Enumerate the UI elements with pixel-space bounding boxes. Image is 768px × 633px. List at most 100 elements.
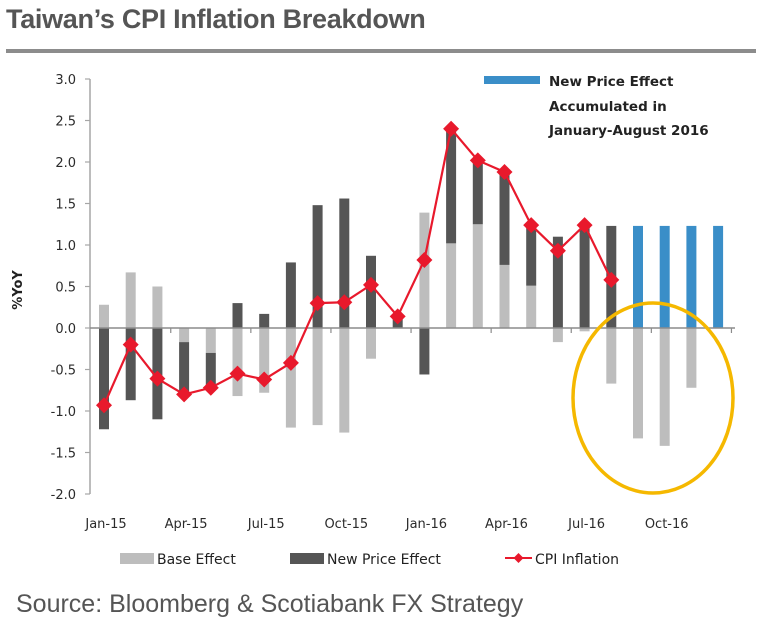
legend-label-cpi-inflation: CPI Inflation	[535, 552, 619, 568]
cpi-marker	[282, 354, 299, 371]
bar-base-effect	[205, 328, 216, 353]
bar-base-effect	[499, 264, 510, 328]
cpi-marker	[309, 295, 326, 312]
bar-base-effect	[179, 328, 190, 343]
bar-new-price-effect	[125, 328, 136, 401]
x-tick-label: Jul-15	[247, 517, 285, 532]
bar-base-effect	[633, 328, 643, 439]
bar-new-price-effect	[579, 225, 590, 328]
bar-base-effect	[125, 272, 136, 328]
bar-new-price-effect	[472, 160, 483, 225]
x-tick-label: Apr-15	[165, 517, 208, 532]
title-divider	[6, 49, 756, 53]
x-tick-label: Apr-16	[485, 517, 528, 532]
bar-base-effect	[152, 286, 163, 328]
bar-base-effect	[446, 243, 457, 328]
bar-new-price-effect	[339, 198, 350, 328]
cpi-marker	[576, 217, 593, 234]
bar-base-effect	[419, 212, 430, 328]
bar-base-effect	[552, 328, 563, 343]
y-tick-label: 3.0	[55, 73, 76, 88]
y-tick-label: -0.5	[51, 364, 76, 379]
bar-base-effect	[259, 328, 270, 393]
cpi-marker	[496, 163, 513, 180]
bar-base-effect	[339, 328, 350, 433]
y-axis-label: %YoY	[11, 270, 26, 310]
cpi-marker	[389, 308, 406, 325]
y-tick-label: -1.0	[51, 405, 76, 420]
x-tick-label: Oct-15	[324, 517, 368, 532]
bar-base-effect	[366, 328, 376, 359]
bar-base-effect	[232, 328, 243, 397]
bar-new-price-effect	[179, 342, 190, 395]
cpi-marker	[256, 371, 273, 388]
y-tick-label: 2.0	[55, 156, 76, 171]
source-note: Source: Bloomberg & Scotiabank FX Strate…	[16, 590, 524, 618]
cpi-marker	[363, 276, 379, 293]
annotation-line-2: Accumulated in	[549, 99, 667, 115]
chart: 3.0 2.5 2.0 1.5 1.0 0.5 0.0 -0.5 -1.0 -1.5 -2.0 Ja…	[11, 73, 735, 568]
legend-label-new-price-effect: New Price Effect	[327, 552, 441, 568]
chart-title: Taiwan’s CPI Inflation Breakdown	[6, 4, 426, 34]
cpi-marker	[469, 152, 486, 169]
annotation-swatch	[484, 76, 540, 84]
bar-base-effect	[312, 328, 323, 426]
legend-marker-cpi	[513, 553, 524, 563]
y-tick-label: -2.0	[51, 488, 76, 503]
x-tick-label: Jul-16	[567, 517, 605, 532]
cpi-marker	[229, 365, 246, 382]
legend-swatch-new-price-effect	[290, 553, 324, 564]
cpi-marker	[149, 370, 166, 387]
cpi-marker	[122, 336, 139, 353]
bar-new-price-effect	[259, 313, 270, 328]
cpi-line-layer	[96, 120, 620, 414]
x-tick-label: Oct-16	[645, 517, 689, 532]
cpi-marker	[549, 242, 566, 259]
bar-new-price-effect	[499, 171, 510, 265]
cpi-marker	[523, 217, 540, 234]
cpi-marker	[416, 251, 433, 268]
cpi-marker	[96, 397, 112, 414]
bar-new-price-effect	[232, 303, 243, 328]
bar-base-effect	[472, 224, 483, 328]
x-ticks: Jan-15 Apr-15 Jul-15 Oct-15 Jan-16 Apr-16 Jul-…	[84, 328, 733, 532]
bar-accumulated-new-price-effect	[659, 225, 670, 328]
highlight-ellipse	[571, 301, 735, 495]
cpi-marker	[176, 386, 193, 403]
bar-new-price-effect	[285, 262, 296, 328]
bar-new-price-effect	[526, 225, 537, 286]
bar-new-price-effect	[552, 236, 563, 328]
bar-new-price-effect	[312, 205, 323, 328]
bar-accumulated-new-price-effect	[713, 225, 724, 328]
bar-base-effect	[526, 285, 537, 328]
bar-accumulated-new-price-effect	[686, 225, 697, 328]
annotation-note: New Price Effect Accumulated in January-…	[484, 74, 709, 139]
y-tick-label: 1.5	[55, 198, 76, 213]
y-ticks: 3.0 2.5 2.0 1.5 1.0 0.5 0.0 -0.5 -1.0 -1.5 -2.0	[51, 73, 90, 503]
bar-base-effect	[99, 304, 109, 328]
bar-new-price-effect	[205, 352, 216, 388]
cpi-marker	[336, 294, 353, 311]
legend-swatch-base-effect	[120, 553, 154, 564]
x-tick-label: Jan-15	[84, 517, 126, 532]
bar-base-effect	[659, 328, 670, 446]
bar-base-effect	[606, 328, 617, 384]
y-tick-label: 2.5	[55, 115, 76, 130]
bar-new-price-effect	[446, 128, 457, 244]
y-tick-label: -1.5	[51, 447, 76, 462]
bar-base-effect	[579, 328, 590, 332]
x-tick-label: Jan-16	[405, 517, 447, 532]
y-tick-label: 0.0	[55, 322, 76, 337]
annotation-line-3: January-August 2016	[548, 123, 709, 139]
bar-base-effect	[285, 328, 296, 428]
y-tick-label: 0.5	[55, 281, 76, 296]
y-tick-label: 1.0	[55, 239, 76, 254]
annotation-line-1: New Price Effect	[549, 74, 674, 90]
cpi-marker	[443, 120, 460, 137]
bar-accumulated-new-price-effect	[633, 225, 643, 328]
cpi-marker	[202, 379, 219, 396]
bar-new-price-effect	[419, 328, 430, 375]
legend: Base Effect New Price Effect CPI Inflati…	[120, 552, 619, 568]
bar-new-price-effect	[99, 328, 109, 430]
legend-label-base-effect: Base Effect	[157, 552, 236, 568]
